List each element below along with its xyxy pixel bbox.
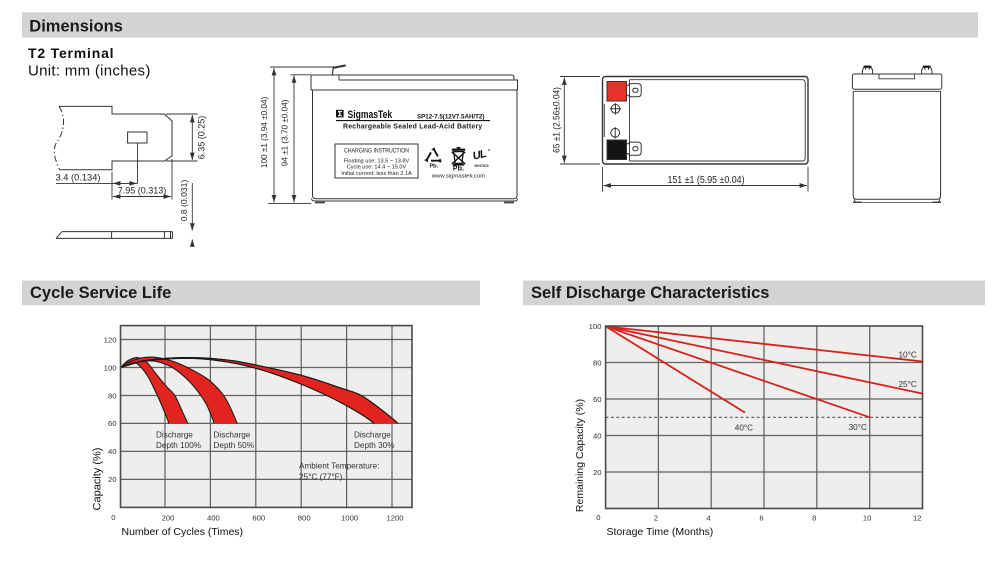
svg-text:40: 40 (108, 447, 117, 456)
svg-text:Depth 50%: Depth 50% (214, 441, 255, 450)
svg-text:6: 6 (759, 513, 763, 522)
svg-text:120: 120 (104, 335, 117, 344)
svg-text:SigmasTek: SigmasTek (348, 109, 393, 121)
svg-text:4: 4 (707, 513, 712, 522)
svg-text:Unit: mm (inches): Unit: mm (inches) (28, 62, 151, 79)
svg-text:25°C: 25°C (899, 380, 917, 389)
svg-text:30°C: 30°C (849, 423, 867, 432)
svg-text:CHARGING INSTRUCTION: CHARGING INSTRUCTION (344, 148, 409, 155)
svg-text:60: 60 (108, 419, 117, 428)
svg-text:Cycle Service Life: Cycle Service Life (30, 284, 171, 302)
svg-text:8: 8 (812, 513, 816, 522)
svg-text:SP12-7.5(12V7.5AH/T2): SP12-7.5(12V7.5AH/T2) (417, 114, 484, 121)
svg-text:100: 100 (104, 363, 117, 372)
svg-text:Dimensions: Dimensions (29, 18, 123, 36)
svg-text:80: 80 (593, 358, 602, 367)
svg-text:Discharge: Discharge (156, 431, 193, 440)
svg-text:Floating use: 13.5 ~ 13.8V: Floating use: 13.5 ~ 13.8V (344, 158, 410, 164)
svg-text:3.4 (0.134): 3.4 (0.134) (56, 172, 101, 182)
svg-text:20: 20 (108, 475, 117, 484)
svg-text:UL: UL (472, 148, 488, 163)
svg-text:Discharge: Discharge (354, 431, 391, 440)
svg-text:60: 60 (593, 395, 602, 404)
svg-text:Number of Cycles (Times): Number of Cycles (Times) (122, 526, 244, 538)
svg-text:Initial current: less than 2.1: Initial current: less than 2.1A (341, 171, 412, 177)
svg-text:25°C (77°F): 25°C (77°F) (299, 473, 343, 482)
svg-text:40°C: 40°C (735, 423, 753, 432)
svg-text:Storage Time (Months): Storage Time (Months) (607, 526, 714, 538)
svg-text:400: 400 (207, 513, 220, 522)
svg-text:600: 600 (252, 513, 265, 522)
svg-text:Discharge: Discharge (214, 431, 251, 440)
svg-text:Self Discharge Characteristics: Self Discharge Characteristics (531, 284, 769, 302)
svg-text:1000: 1000 (341, 513, 358, 522)
svg-text:7.95 (0.313): 7.95 (0.313) (118, 186, 167, 196)
svg-text:MH47629: MH47629 (474, 164, 488, 168)
svg-text:Remaining Capacity (%): Remaining Capacity (%) (574, 399, 586, 512)
svg-text:800: 800 (298, 513, 311, 522)
svg-text:80: 80 (108, 391, 117, 400)
svg-text:94 ±1 (3.70 ±0.04): 94 ±1 (3.70 ±0.04) (281, 99, 290, 166)
svg-text:Depth 30%: Depth 30% (354, 441, 395, 450)
svg-text:2: 2 (654, 513, 658, 522)
svg-text:10: 10 (863, 513, 872, 522)
svg-text:12: 12 (913, 513, 922, 522)
svg-text:100: 100 (589, 322, 602, 331)
svg-text:0: 0 (111, 513, 115, 522)
svg-text:T2 Terminal: T2 Terminal (28, 45, 114, 61)
svg-text:20: 20 (593, 468, 602, 477)
svg-text:Pb.: Pb. (453, 164, 464, 173)
svg-text:0: 0 (596, 513, 600, 522)
svg-text:Ambient Temperature:: Ambient Temperature: (299, 462, 379, 471)
svg-text:200: 200 (162, 513, 175, 522)
svg-text:Depth 100%: Depth 100% (156, 441, 201, 450)
svg-text:100 ±1 (3.94 ±0.04): 100 ±1 (3.94 ±0.04) (260, 96, 269, 168)
svg-text:Rechargeable Sealed Lead-Acid: Rechargeable Sealed Lead-Acid Battery (343, 124, 482, 131)
svg-text:Pb.: Pb. (429, 164, 438, 170)
svg-text:1200: 1200 (386, 513, 403, 522)
svg-text:6.35 (0.25): 6.35 (0.25) (197, 116, 207, 160)
svg-text:10°C: 10°C (899, 351, 917, 360)
svg-text:40: 40 (593, 431, 602, 440)
svg-text:Cycle use: 14.4 ~ 15.0V: Cycle use: 14.4 ~ 15.0V (347, 165, 407, 171)
svg-text:www.sigmastek.com: www.sigmastek.com (431, 173, 485, 179)
svg-text:65 ±1 (2.56±0.04): 65 ±1 (2.56±0.04) (551, 87, 562, 153)
svg-text:Capacity (%): Capacity (%) (92, 448, 104, 511)
svg-text:0.8 (0.031): 0.8 (0.031) (179, 180, 189, 222)
svg-text:151 ±1 (5.95 ±0.04): 151 ±1 (5.95 ±0.04) (667, 174, 744, 186)
